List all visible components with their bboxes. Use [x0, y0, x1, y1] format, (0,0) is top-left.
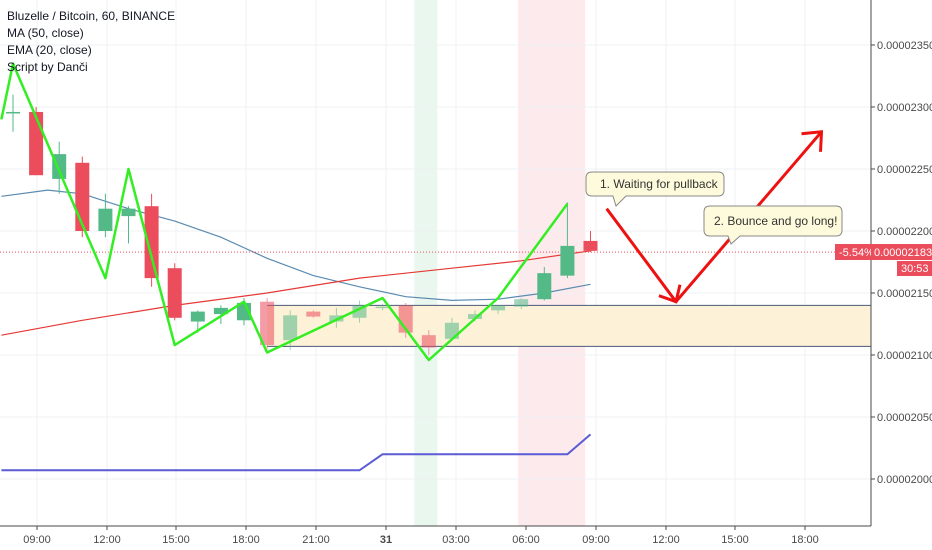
ma-line [1, 250, 591, 336]
candle-17 [398, 302, 413, 338]
zigzag [0, 62, 569, 362]
price-tags: -5.54% 0.00002183 30:53 [835, 244, 932, 276]
candle-22 [514, 297, 529, 310]
candle-body-5 [121, 208, 136, 217]
lower-indicator-line [1, 433, 592, 472]
candle-18 [421, 330, 436, 355]
candle-body-13 [306, 311, 321, 317]
x-tick-label-4: 21:00 [302, 534, 330, 546]
countdown-tag-text: 30:53 [901, 263, 929, 275]
annotation-1-text: 1. Waiting for pullback [600, 177, 719, 191]
y-tick-label-2: 0.00002250 [877, 164, 932, 176]
candle-13 [306, 310, 321, 318]
annotation-2: 2. Bounce and go long! [703, 205, 843, 245]
x-tick-label-5: 31 [380, 534, 392, 546]
x-tick-label-0: 09:00 [23, 534, 51, 546]
legend-title[interactable]: Bluzelle / Bitcoin, 60, BINANCE [7, 9, 176, 23]
legend-ma[interactable]: MA (50, close) [7, 26, 84, 40]
candle-body-21 [491, 305, 506, 311]
x-tick-label-2: 15:00 [162, 534, 190, 546]
ema-line [1, 189, 591, 302]
countdown-tag [897, 261, 932, 276]
candle-body-3 [75, 162, 90, 231]
change-tag-text: -5.54% [839, 247, 874, 259]
legend-script[interactable]: Script by Danči [7, 60, 88, 74]
y-tick-label-3: 0.00002200 [877, 226, 932, 238]
candle-body-20 [468, 314, 482, 320]
price-tag-text: 0.00002183 [874, 247, 932, 259]
candle-25 [583, 231, 598, 253]
y-tick-label-5: 0.00002100 [877, 350, 932, 362]
x-tick-label-6: 03:00 [442, 534, 470, 546]
up-arrowhead [801, 130, 824, 152]
annotations: 1. Waiting for pullback 2. Bounce and go… [585, 171, 843, 245]
candle-24 [560, 202, 575, 279]
candle-body-12 [283, 315, 298, 341]
candle-body-22 [514, 299, 529, 307]
x-tick-label-7: 06:00 [512, 534, 540, 546]
candle-12 [283, 310, 298, 351]
projection-arrows [605, 130, 824, 304]
x-tick-label-8: 09:00 [582, 534, 610, 546]
candle-0 [6, 94, 20, 132]
y-tick-label-6: 0.00002050 [877, 412, 932, 424]
chart-legend: Bluzelle / Bitcoin, 60, BINANCE MA (50, … [7, 8, 175, 76]
annotation-2-text: 2. Bounce and go long! [714, 214, 837, 228]
candle-body-9 [213, 307, 228, 315]
candle-body-23 [537, 273, 552, 300]
annotation-1: 1. Waiting for pullback [585, 171, 725, 207]
candle-21 [491, 305, 506, 315]
candle-7 [167, 263, 182, 321]
candle-body-25 [583, 240, 598, 251]
candle-body-24 [560, 245, 575, 276]
price-tag [871, 244, 932, 260]
legend-ema[interactable]: EMA (20, close) [7, 43, 92, 57]
moving-averages [0, 189, 871, 336]
x-tick-label-3: 18:00 [232, 534, 260, 546]
zone-fill [267, 305, 872, 347]
candle-body-7 [167, 268, 182, 318]
candle-5 [121, 206, 136, 244]
candle-11 [260, 297, 275, 349]
candle-16 [375, 304, 390, 311]
lower-indicator [1, 433, 592, 472]
candle-body-6 [144, 206, 159, 279]
candle-4 [98, 193, 113, 238]
candle-body-0 [6, 111, 20, 114]
x-tick-label-1: 12:00 [93, 534, 121, 546]
y-tick-label-4: 0.00002150 [877, 288, 932, 300]
y-tick-label-0: 0.00002350 [877, 40, 932, 52]
change-tag [835, 244, 871, 260]
candle-body-8 [190, 311, 205, 322]
candle-6 [144, 193, 159, 287]
candle-body-18 [421, 335, 436, 348]
candle-body-4 [98, 208, 113, 231]
x-tick-label-9: 12:00 [652, 534, 680, 546]
candle-body-16 [375, 306, 390, 309]
support-zone [267, 304, 872, 347]
y-tick-label-1: 0.00002300 [877, 102, 932, 114]
zigzag-line [0, 62, 569, 362]
candle-8 [190, 310, 205, 333]
x-tick-label-11: 18:00 [791, 534, 819, 546]
session-band-0 [414, 0, 438, 526]
candle-body-11 [260, 301, 275, 346]
x-tick-label-10: 15:00 [721, 534, 749, 546]
candle-body-1 [29, 111, 44, 176]
y-tick-label-7: 0.00002000 [877, 474, 932, 486]
candle-23 [537, 266, 552, 301]
down-arrowhead [658, 284, 682, 304]
